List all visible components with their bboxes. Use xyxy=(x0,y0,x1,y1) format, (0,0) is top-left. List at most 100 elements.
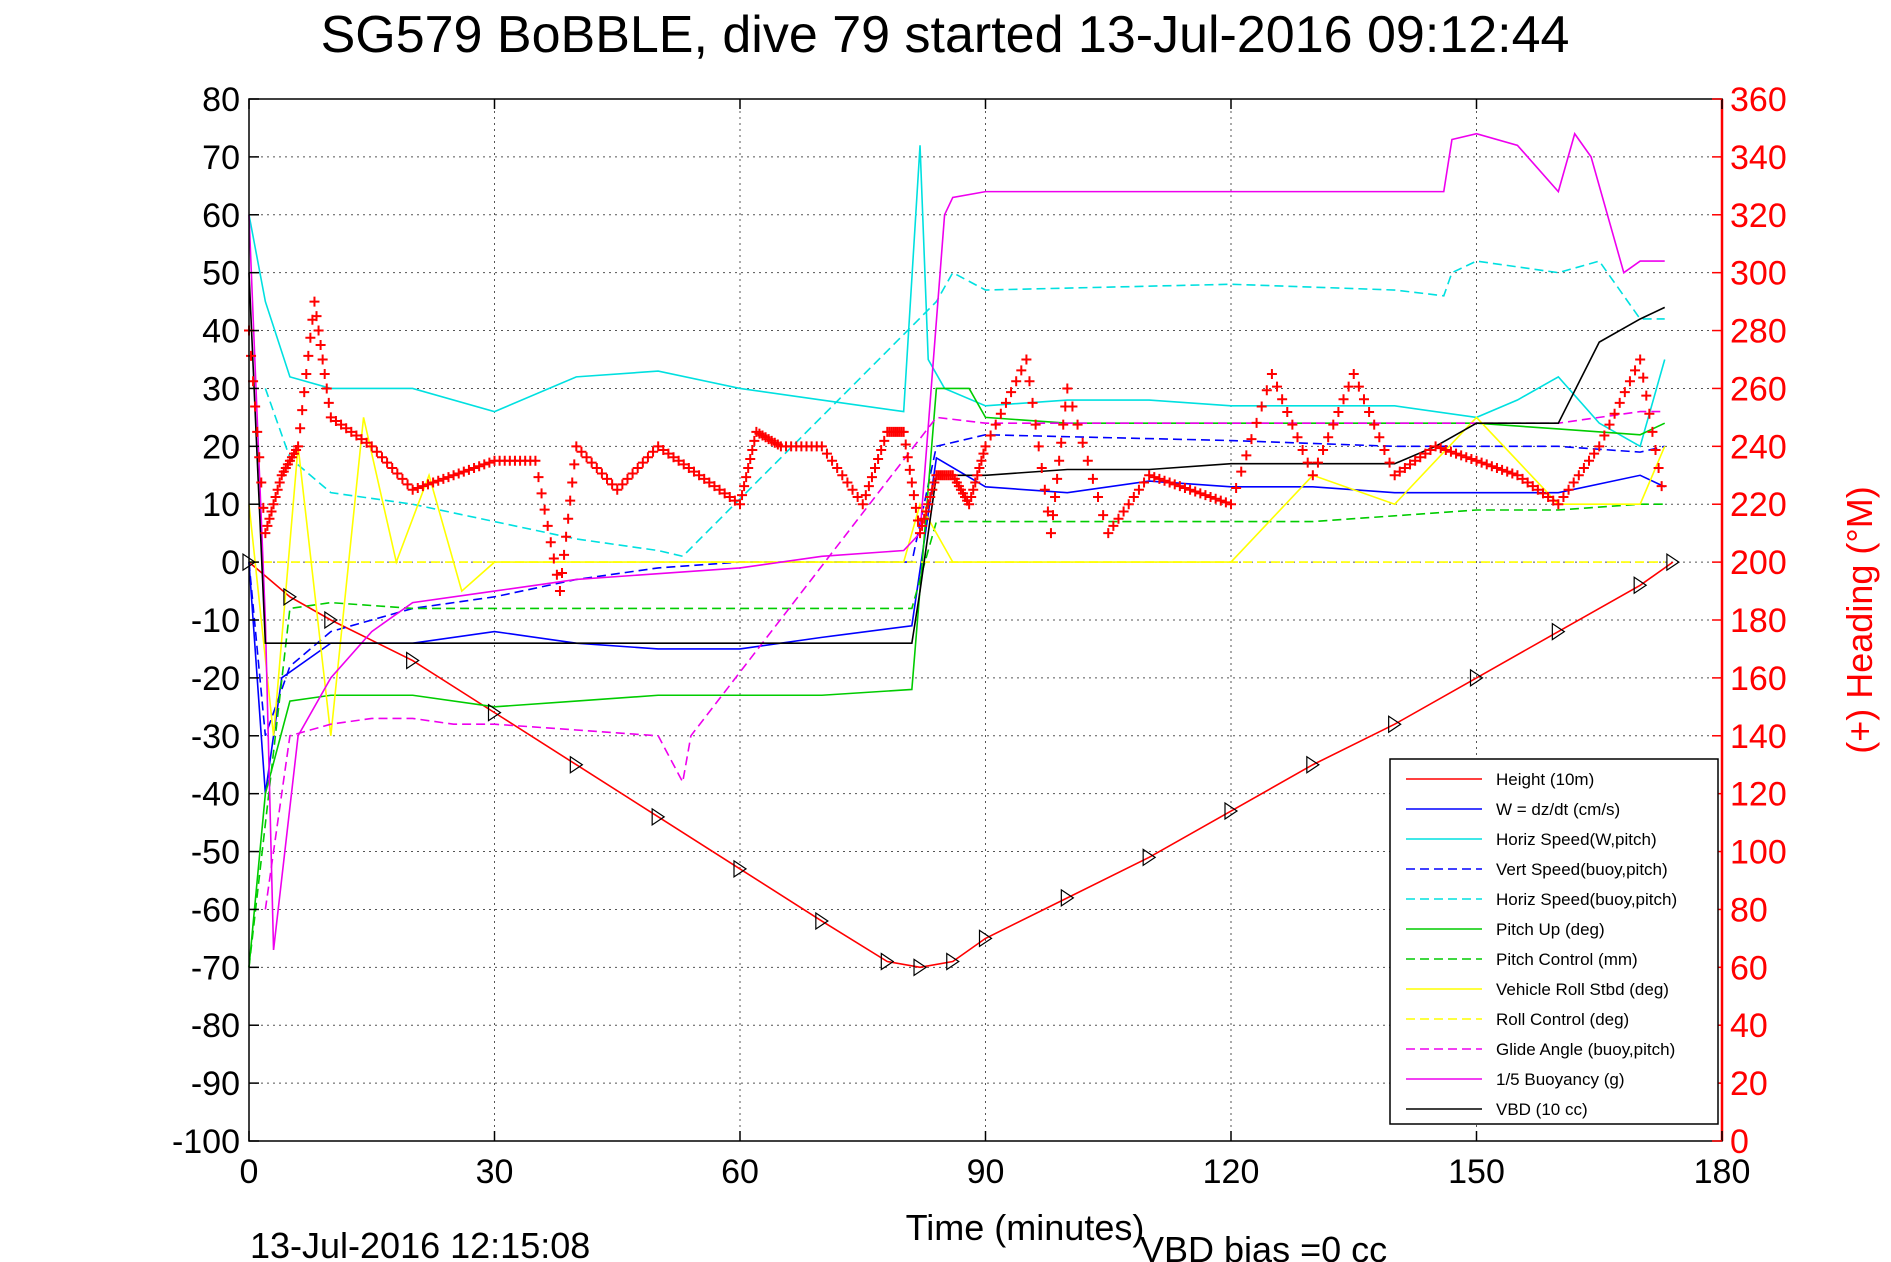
right-tick-label: 340 xyxy=(1730,139,1787,177)
heading-marker xyxy=(1128,491,1139,502)
right-tick-label: 320 xyxy=(1730,197,1787,235)
heading-marker xyxy=(1399,463,1410,474)
heading-marker xyxy=(637,457,648,468)
heading-marker xyxy=(258,502,269,513)
heading-marker xyxy=(1220,497,1231,508)
heading-marker xyxy=(1517,473,1528,484)
heading-marker xyxy=(1307,470,1318,481)
heading-marker xyxy=(309,296,320,307)
heading-marker xyxy=(863,481,874,492)
right-tick-label: 300 xyxy=(1730,255,1787,293)
height-marker xyxy=(1551,622,1566,641)
height-marker xyxy=(913,958,928,977)
heading-marker xyxy=(297,405,308,416)
height-marker xyxy=(1060,888,1075,907)
heading-marker xyxy=(1123,499,1134,510)
heading-marker xyxy=(1481,459,1492,470)
legend-label-horiz-speed-buoy-pitch: Horiz Speed(buoy,pitch) xyxy=(1496,890,1677,909)
heading-marker xyxy=(1052,473,1063,484)
heading-marker xyxy=(270,491,281,502)
heading-marker xyxy=(1338,394,1349,405)
y-tick-label: -30 xyxy=(191,718,240,756)
heading-marker xyxy=(1277,394,1288,405)
height-marker xyxy=(651,807,666,826)
heading-marker xyxy=(972,470,983,481)
heading-marker xyxy=(545,537,556,548)
heading-marker xyxy=(1527,481,1538,492)
heading-marker xyxy=(356,434,367,445)
heading-marker xyxy=(1573,470,1584,481)
heading-marker xyxy=(1215,495,1226,506)
heading-marker xyxy=(1133,484,1144,495)
heading-marker xyxy=(1471,455,1482,466)
heading-marker xyxy=(1333,406,1344,417)
heading-marker xyxy=(248,376,259,387)
heading-marker xyxy=(323,397,334,408)
heading-marker xyxy=(1563,484,1574,495)
heading-marker xyxy=(536,488,547,499)
heading-marker xyxy=(317,354,328,365)
heading-marker xyxy=(382,457,393,468)
heading-marker xyxy=(1430,441,1441,452)
heading-marker xyxy=(747,444,758,455)
heading-marker xyxy=(737,490,748,501)
right-tick-label: 40 xyxy=(1730,1007,1768,1045)
heading-marker xyxy=(315,340,326,351)
height-marker xyxy=(1142,848,1157,867)
heading-marker xyxy=(484,457,495,468)
heading-marker xyxy=(709,481,720,492)
heading-marker xyxy=(1251,417,1262,428)
heading-marker xyxy=(1266,368,1277,379)
y-tick-label: -100 xyxy=(172,1123,240,1161)
heading-marker xyxy=(743,463,754,474)
height-marker xyxy=(283,587,297,606)
right-tick-label: 160 xyxy=(1730,660,1787,698)
height-marker xyxy=(406,651,420,670)
right-axis-label: (+) Heading (°M) xyxy=(1839,486,1880,753)
y-tick-label: -60 xyxy=(191,891,240,929)
heading-marker xyxy=(469,463,480,474)
heading-marker xyxy=(876,444,887,455)
heading-marker xyxy=(266,506,277,517)
heading-marker xyxy=(879,435,890,446)
heading-marker xyxy=(1039,484,1050,495)
heading-marker xyxy=(533,472,544,483)
heading-marker xyxy=(966,491,977,502)
heading-marker xyxy=(1077,437,1088,448)
heading-marker xyxy=(908,490,919,501)
series-layer xyxy=(242,131,1680,977)
heading-marker xyxy=(366,441,377,452)
heading-marker xyxy=(1139,477,1150,488)
heading-marker xyxy=(1353,381,1364,392)
series-glide-angle-buoy-pitch xyxy=(264,410,1665,910)
heading-marker xyxy=(873,453,884,464)
heading-marker xyxy=(1087,473,1098,484)
heading-marker xyxy=(1461,452,1472,463)
heading-marker xyxy=(1027,397,1038,408)
series-height-10m xyxy=(248,561,1674,969)
heading-marker xyxy=(1195,488,1206,499)
y-tick-label: -40 xyxy=(191,776,240,814)
heading-marker xyxy=(980,441,991,452)
heading-marker xyxy=(392,468,403,479)
heading-marker xyxy=(968,484,979,495)
heading-marker xyxy=(438,473,449,484)
heading-marker xyxy=(1502,466,1513,477)
height-triangle-markers xyxy=(242,552,1680,977)
heading-marker xyxy=(714,484,725,495)
heading-marker xyxy=(586,457,597,468)
heading-marker xyxy=(745,453,756,464)
heading-marker xyxy=(402,479,413,490)
heading-marker xyxy=(870,463,881,474)
heading-marker xyxy=(311,311,322,322)
x-tick-label: 180 xyxy=(1694,1153,1751,1191)
heading-marker xyxy=(1185,484,1196,495)
heading-marker xyxy=(1042,506,1053,517)
heading-marker xyxy=(1435,443,1446,454)
heading-marker xyxy=(860,490,871,501)
heading-marker xyxy=(1190,486,1201,497)
heading-marker xyxy=(1058,419,1069,430)
y-tick-label: 80 xyxy=(202,81,240,119)
heading-marker xyxy=(1000,397,1011,408)
height-marker xyxy=(1666,552,1680,572)
